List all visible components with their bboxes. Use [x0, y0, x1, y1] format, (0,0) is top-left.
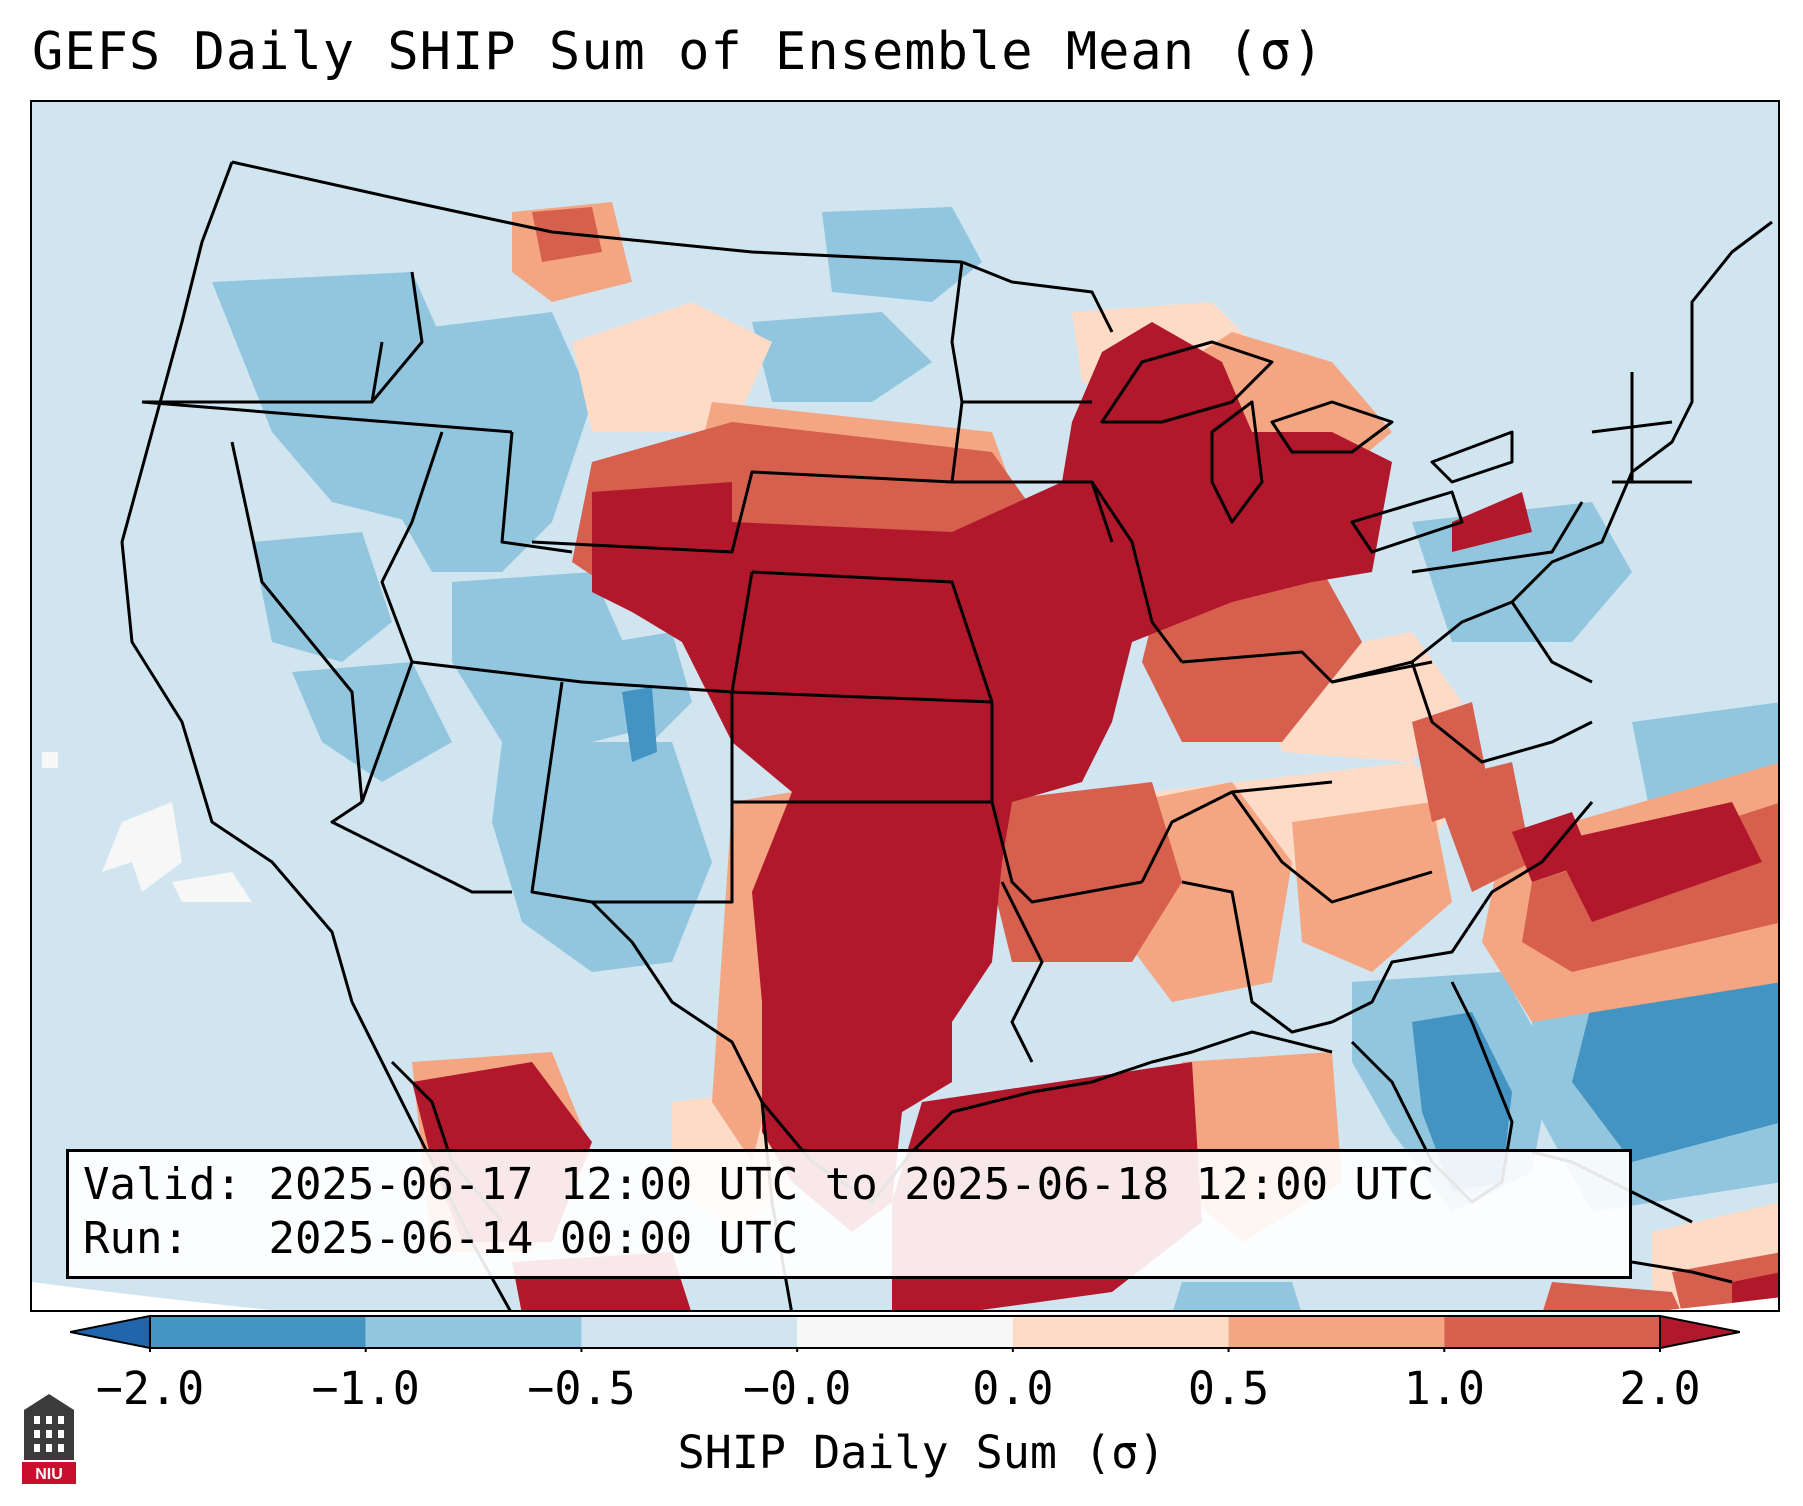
run-label: Run:	[83, 1213, 189, 1264]
chart-title: GEFS Daily SHIP Sum of Ensemble Mean (σ)	[32, 22, 1325, 82]
colorbar-tick-label: −0.0	[742, 1362, 852, 1415]
colorbar-segment	[365, 1316, 582, 1348]
colorbar-label: SHIP Daily Sum (σ)	[677, 1426, 1166, 1479]
valid-label: Valid:	[83, 1159, 242, 1210]
colorbar-tick-label: 2.0	[1619, 1362, 1701, 1415]
colorbar-tick-label: 0.5	[1187, 1362, 1270, 1415]
colorbar-tick-label: −0.5	[527, 1362, 636, 1415]
colorbar-segment	[581, 1316, 798, 1348]
colorbar-over-arrow	[1659, 1314, 1740, 1350]
niu-logo: NIU	[22, 1394, 76, 1484]
colorbar-segment	[150, 1316, 366, 1348]
valid-value: 2025-06-17 12:00 UTC to 2025-06-18 12:00…	[268, 1159, 1435, 1210]
map-panel	[30, 100, 1780, 1312]
colorbar-tick-label: 0.0	[972, 1362, 1054, 1415]
colorbar-segment	[1444, 1316, 1660, 1348]
run-value: 2025-06-14 00:00 UTC	[268, 1213, 799, 1264]
colorbar-tick-label: −2.0	[95, 1362, 205, 1415]
colorbar-outline	[149, 1315, 1661, 1349]
colorbar-segment	[1228, 1316, 1445, 1348]
colorbar	[70, 1314, 1740, 1352]
valid-run-info-box: Valid: 2025-06-17 12:00 UTC to 2025-06-1…	[66, 1149, 1632, 1279]
colorbar-tick-label: −1.0	[311, 1362, 420, 1415]
colorbar-under-arrow	[70, 1314, 151, 1350]
colorbar-segment	[797, 1316, 1013, 1348]
logo-text: NIU	[35, 1466, 63, 1483]
shaded-field-map	[32, 102, 1778, 1310]
colorbar-segment	[1012, 1316, 1229, 1348]
colorbar-tick-label: 1.0	[1403, 1362, 1485, 1415]
